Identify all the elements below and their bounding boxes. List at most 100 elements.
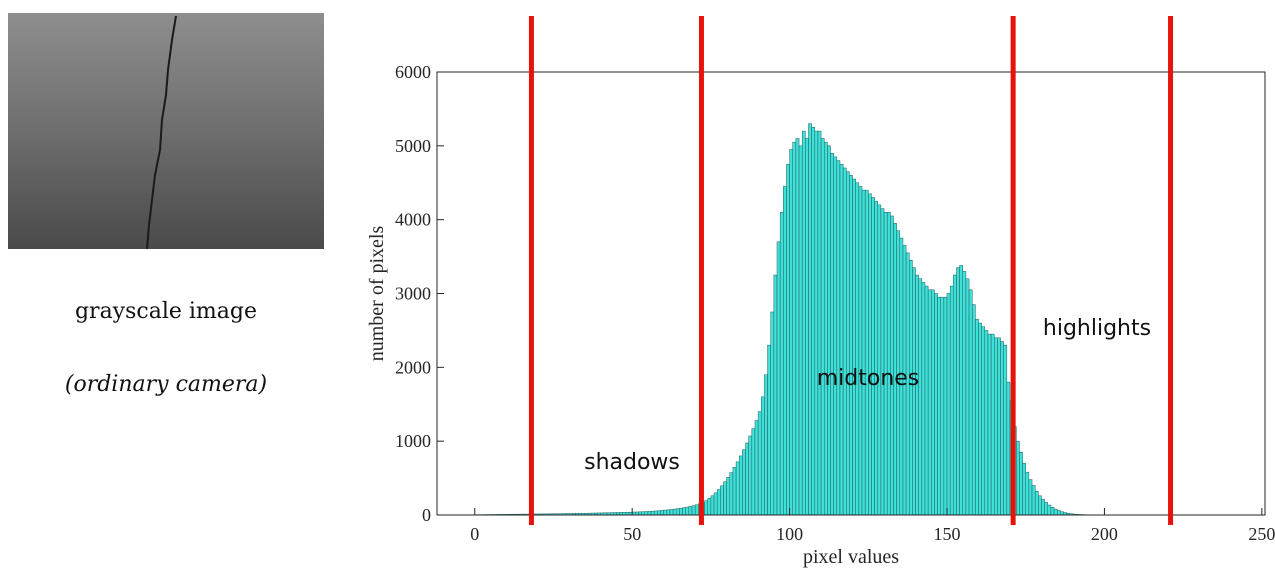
bar [751, 428, 756, 516]
bar [767, 344, 771, 516]
bar [953, 274, 957, 516]
bar [792, 141, 797, 516]
bar [934, 293, 938, 516]
bar [971, 304, 976, 516]
bar [1050, 506, 1055, 516]
bar [931, 289, 935, 516]
bar [1053, 508, 1058, 516]
bar [1019, 451, 1023, 516]
bar [1044, 502, 1049, 516]
bar [820, 138, 825, 516]
bar [842, 167, 847, 516]
bar [688, 506, 693, 516]
bar [679, 507, 683, 516]
bar [761, 396, 765, 516]
bar [858, 186, 863, 516]
bar [644, 511, 649, 516]
bar [949, 285, 954, 516]
bar [937, 296, 941, 516]
bar [707, 498, 712, 516]
bar [827, 145, 831, 516]
bar [864, 189, 869, 516]
bar [823, 141, 828, 516]
bar [704, 500, 709, 516]
y-tick-label: 4000 [395, 210, 431, 230]
bar [805, 138, 809, 516]
bar [1031, 485, 1036, 516]
bar [653, 510, 658, 516]
bar [1028, 479, 1033, 516]
bar [830, 152, 834, 516]
bar [956, 267, 960, 516]
bar [1022, 463, 1026, 516]
bar [795, 138, 800, 516]
bar [915, 274, 919, 516]
bar [968, 289, 973, 516]
bar [738, 455, 743, 516]
bar [871, 197, 875, 516]
region-label: midtones [817, 366, 920, 391]
bar [918, 278, 923, 516]
bar [716, 489, 721, 516]
bar [663, 509, 668, 516]
bar [1006, 381, 1011, 516]
bar [647, 511, 652, 516]
bar [789, 149, 794, 516]
bar [839, 164, 844, 516]
bar [912, 267, 916, 516]
bar [855, 182, 860, 516]
x-tick-label: 100 [776, 524, 803, 544]
bar [723, 481, 727, 516]
bar [943, 296, 948, 516]
bar [672, 508, 677, 516]
x-tick-label: 50 [623, 524, 641, 544]
bar [883, 212, 888, 516]
y-tick-label: 3000 [395, 284, 431, 304]
bar [811, 127, 816, 516]
bar [886, 212, 891, 516]
bar [726, 477, 731, 516]
bar [666, 509, 671, 516]
bar [757, 411, 762, 516]
bar [817, 130, 822, 516]
y-tick-label: 1000 [395, 431, 431, 451]
bar [987, 333, 992, 516]
bar [773, 274, 778, 516]
bar [669, 509, 674, 516]
bar [1038, 495, 1042, 516]
y-tick-label: 5000 [395, 136, 431, 156]
bar [779, 212, 784, 516]
bar [868, 193, 872, 516]
bar [946, 293, 951, 516]
bar [694, 504, 699, 516]
image-caption: grayscale image [75, 299, 257, 324]
bar [861, 189, 866, 516]
bar [833, 156, 838, 516]
x-tick-label: 250 [1248, 524, 1275, 544]
y-axis-label: number of pixels [366, 226, 388, 362]
bar [798, 145, 803, 516]
bar [975, 319, 979, 516]
image-subcaption: (ordinary camera) [65, 372, 267, 397]
bar [852, 178, 856, 516]
bar [1047, 504, 1052, 516]
bar [1056, 510, 1061, 516]
bar [745, 442, 749, 516]
x-tick-label: 0 [470, 524, 479, 544]
bar [735, 461, 740, 516]
bar [1034, 491, 1039, 516]
bar [657, 510, 661, 516]
bar [965, 278, 970, 516]
bar [710, 495, 715, 516]
bar [676, 508, 680, 516]
bar [1016, 440, 1020, 516]
bar [720, 485, 724, 516]
bar [732, 467, 737, 516]
bar [685, 506, 690, 516]
region-label: shadows [584, 450, 680, 475]
bar [754, 420, 759, 516]
bar [814, 130, 819, 516]
bar [682, 507, 686, 516]
bar [742, 449, 746, 516]
